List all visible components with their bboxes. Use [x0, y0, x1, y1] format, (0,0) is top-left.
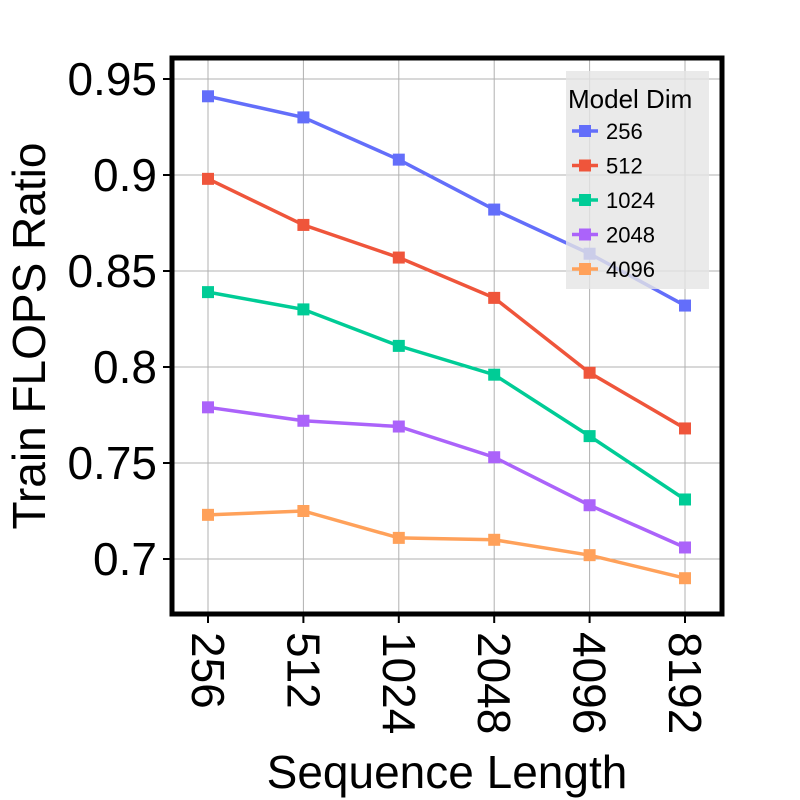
series-line: [207, 509, 686, 580]
series-line: [207, 290, 686, 501]
data-point: [202, 90, 214, 103]
legend-entry-label: 256: [606, 119, 643, 144]
x-tick-labels: 256 512 1024 2048 4096 8192: [182, 614, 711, 734]
data-point: [297, 414, 310, 427]
x-tick-label: 4096: [564, 632, 616, 734]
data-point: [392, 153, 405, 166]
legend-entry-label: 4096: [606, 257, 655, 282]
legend-swatch-marker: [579, 159, 591, 172]
legend-entry-label: 2048: [606, 223, 655, 248]
data-point: [202, 508, 214, 521]
data-point: [583, 366, 596, 379]
data-point: [488, 368, 501, 381]
data-point: [488, 203, 501, 216]
x-tick-label: 512: [277, 632, 329, 709]
legend-box: [566, 71, 709, 289]
legend-swatch-marker: [579, 125, 591, 137]
y-axis-label: Train FLOPS Ratio: [3, 143, 55, 530]
legend-entry-label: 1024: [606, 188, 655, 213]
series-1024: [202, 286, 691, 506]
legend-swatch-marker: [579, 194, 591, 206]
data-point: [583, 499, 596, 512]
series-512: [202, 172, 691, 435]
data-point: [583, 430, 596, 443]
series-2048: [202, 401, 691, 554]
data-point: [297, 218, 310, 231]
data-point: [679, 541, 691, 554]
x-axis-label: Sequence Length: [267, 746, 628, 798]
data-point: [679, 572, 691, 585]
data-point: [392, 420, 405, 433]
y-tick-label: 0.95: [67, 53, 157, 105]
legend-swatch-marker: [579, 263, 591, 275]
data-point: [202, 172, 214, 185]
series-4096: [202, 505, 691, 585]
data-point: [488, 533, 501, 546]
y-tick-label: 0.9: [93, 149, 157, 201]
data-point: [392, 339, 405, 352]
data-point: [488, 291, 501, 304]
series-line: [207, 177, 686, 430]
legend: Model Dim 256 512 1024 2048 4096: [566, 71, 709, 289]
data-point: [392, 251, 405, 264]
legend-entry-label: 512: [606, 154, 643, 179]
data-point: [488, 451, 501, 464]
legend-swatch-marker: [579, 228, 591, 241]
data-point: [583, 549, 596, 562]
x-tick-label: 2048: [468, 632, 520, 734]
data-point: [679, 299, 691, 312]
data-point: [297, 111, 310, 124]
x-tick-label: 1024: [373, 632, 425, 734]
data-point: [297, 303, 310, 316]
data-point: [202, 286, 214, 299]
y-tick-label: 0.7: [93, 533, 157, 585]
series-line: [207, 405, 686, 550]
y-tick-label: 0.8: [93, 341, 157, 393]
y-tick-labels: 0.7 0.75 0.8 0.85 0.9 0.95: [67, 53, 172, 585]
data-point: [392, 531, 405, 544]
legend-title: Model Dim: [568, 84, 692, 114]
data-point: [297, 505, 310, 517]
x-tick-label: 256: [182, 632, 234, 709]
x-tick-label: 8192: [659, 632, 711, 734]
plot-frame: [169, 55, 725, 617]
data-point: [679, 422, 691, 435]
y-tick-label: 0.85: [67, 245, 157, 297]
data-point: [202, 401, 214, 414]
data-point: [679, 493, 691, 506]
y-tick-label: 0.75: [67, 437, 157, 489]
